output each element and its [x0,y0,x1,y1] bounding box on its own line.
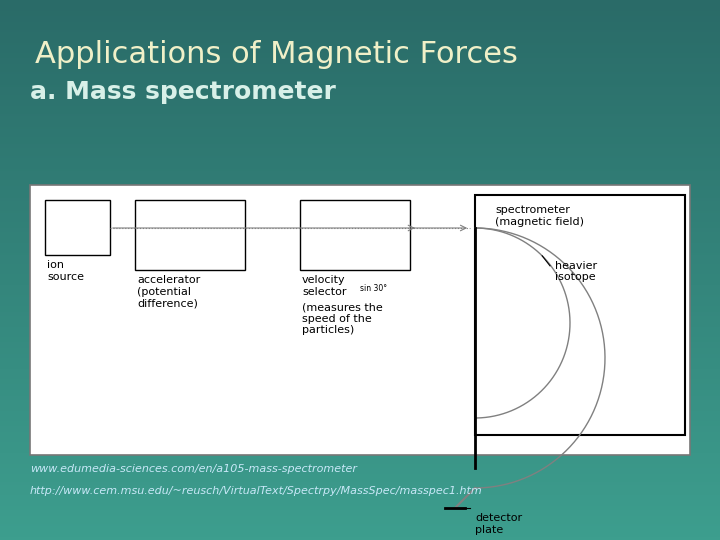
Text: www.edumedia-sciences.com/en/a105-mass-spectrometer: www.edumedia-sciences.com/en/a105-mass-s… [30,464,357,474]
Text: http://www.cem.msu.edu/~reusch/VirtualText/Spectrpy/MassSpec/masspec1.htm: http://www.cem.msu.edu/~reusch/VirtualTe… [30,486,482,496]
Text: spectrometer
(magnetic field): spectrometer (magnetic field) [495,205,584,227]
Text: (measures the
speed of the
particles): (measures the speed of the particles) [302,302,383,335]
Text: sin 30°: sin 30° [360,284,387,293]
Text: ion
source: ion source [47,260,84,281]
Text: detector
plate: detector plate [475,513,522,535]
Text: heavier
isotope: heavier isotope [555,261,597,282]
Text: velocity
selector: velocity selector [302,275,346,296]
Text: a. Mass spectrometer: a. Mass spectrometer [30,80,336,104]
Text: Applications of Magnetic Forces: Applications of Magnetic Forces [35,40,518,69]
Bar [45,200,110,255]
Bar [135,200,245,270]
Bar [30,185,690,455]
Bar [300,200,410,270]
Text: accelerator
(potential
difference): accelerator (potential difference) [137,275,200,308]
Bar [475,195,685,435]
